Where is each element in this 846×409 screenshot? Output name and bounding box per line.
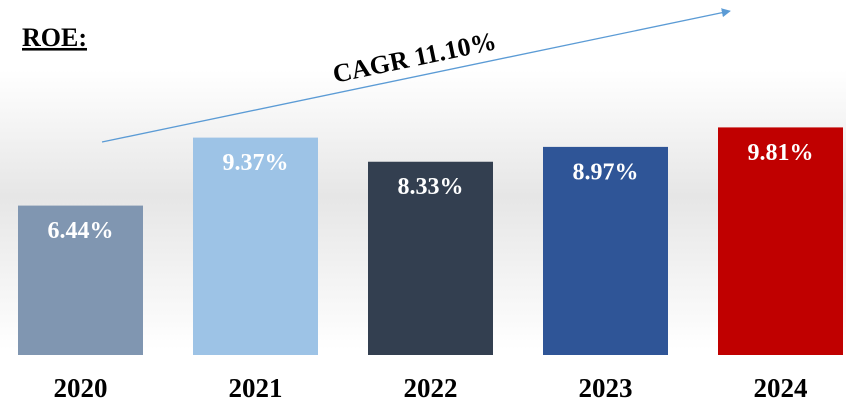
bar <box>718 127 843 356</box>
bar <box>18 205 143 355</box>
value-label: 9.37% <box>223 150 289 176</box>
value-label: 8.97% <box>573 159 639 185</box>
value-label: 9.81% <box>748 140 814 166</box>
value-label: 8.33% <box>398 174 464 200</box>
x-tick-label: 2023 <box>579 373 633 403</box>
bar <box>543 146 668 355</box>
trend-arrow <box>101 8 731 143</box>
bar <box>193 137 318 355</box>
bar <box>368 161 493 355</box>
x-tick-label: 2022 <box>404 373 458 403</box>
x-tick-label: 2021 <box>229 373 283 403</box>
chart-title: ROE: <box>22 23 87 52</box>
x-tick-label: 2024 <box>754 373 808 403</box>
value-label: 6.44% <box>48 218 114 244</box>
x-tick-label: 2020 <box>54 373 108 403</box>
